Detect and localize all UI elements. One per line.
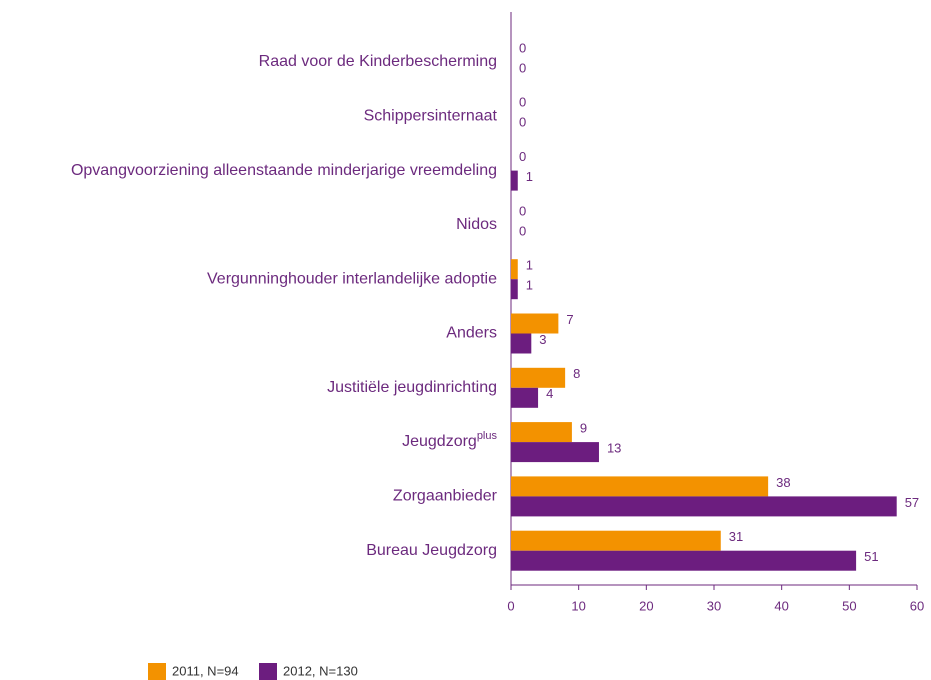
value-label: 9 (580, 421, 587, 436)
legend-swatch (259, 663, 277, 680)
value-label: 8 (573, 366, 580, 381)
category-label: Jeugdzorgplus (402, 430, 497, 450)
x-tick-label: 50 (842, 598, 856, 613)
category-label: Justitiële jeugdinrichting (327, 379, 497, 396)
value-label: 1 (526, 169, 533, 184)
value-label: 31 (729, 529, 743, 544)
value-label: 4 (546, 386, 553, 401)
x-tick-label: 0 (507, 598, 514, 613)
bar (511, 387, 539, 408)
category-label: Opvangvoorziening alleenstaande minderja… (71, 162, 497, 179)
value-label: 0 (519, 115, 526, 130)
value-label: 0 (519, 149, 526, 164)
category-label: Raad voor de Kinderbescherming (259, 53, 497, 70)
category-label: Vergunninghouder interlandelijke adoptie (207, 270, 497, 287)
value-label: 0 (519, 40, 526, 55)
value-label: 13 (607, 441, 621, 456)
value-label: 0 (519, 95, 526, 110)
legend-swatch (148, 663, 166, 680)
bar (511, 550, 857, 571)
category-label: Zorgaanbieder (393, 488, 498, 505)
category-label: Anders (446, 325, 497, 342)
value-label: 1 (526, 278, 533, 293)
value-label: 0 (519, 203, 526, 218)
bar (511, 313, 559, 334)
value-label: 38 (776, 475, 790, 490)
category-label: Nidos (456, 216, 497, 233)
x-tick-label: 60 (910, 598, 924, 613)
x-tick-label: 10 (571, 598, 585, 613)
category-label: Bureau Jeugdzorg (366, 542, 497, 559)
bar (511, 442, 599, 463)
value-label: 57 (905, 495, 919, 510)
bar (511, 530, 721, 551)
category-text: Jeugdzorg (402, 433, 477, 450)
category-superscript: plus (477, 430, 498, 442)
x-tick-label: 20 (639, 598, 653, 613)
value-label: 0 (519, 60, 526, 75)
value-label: 7 (566, 312, 573, 327)
value-label: 1 (526, 258, 533, 273)
bar (511, 259, 518, 280)
x-tick-label: 40 (774, 598, 788, 613)
bar (511, 476, 769, 497)
legend-label: 2011, N=94 (172, 663, 239, 678)
value-label: 0 (519, 223, 526, 238)
bar (511, 367, 566, 388)
value-label: 3 (539, 332, 546, 347)
x-tick-label: 30 (707, 598, 721, 613)
bar (511, 422, 572, 443)
bar (511, 279, 518, 300)
legend-label: 2012, N=130 (283, 663, 358, 678)
category-label: Schippersinternaat (364, 108, 498, 125)
bar (511, 170, 518, 191)
bar (511, 333, 532, 354)
value-label: 51 (864, 549, 878, 564)
bar (511, 496, 897, 517)
